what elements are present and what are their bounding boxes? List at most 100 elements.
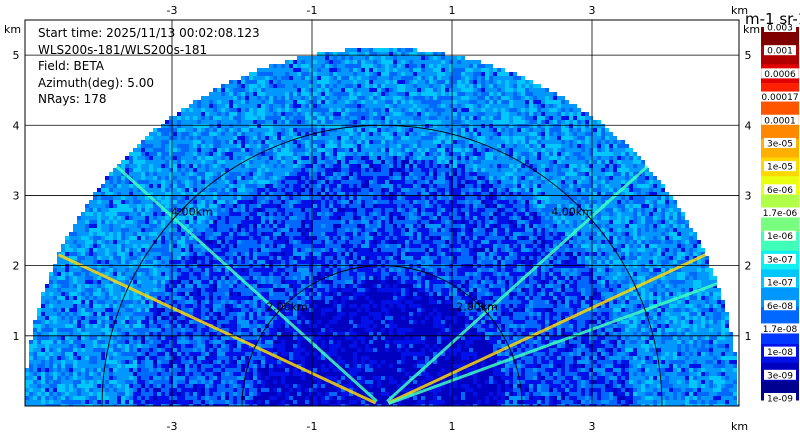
heatmap-cell xyxy=(329,224,333,228)
heatmap-cell xyxy=(377,116,381,120)
heatmap-cell xyxy=(381,176,385,180)
heatmap-cell xyxy=(273,176,277,180)
heatmap-cell xyxy=(509,164,513,168)
heatmap-cell xyxy=(401,72,405,76)
heatmap-cell xyxy=(473,72,477,76)
heatmap-cell xyxy=(261,92,265,96)
heatmap-cell xyxy=(121,216,125,220)
heatmap-cell xyxy=(157,128,161,132)
heatmap-cell xyxy=(201,192,205,196)
heatmap-cell xyxy=(337,200,341,204)
heatmap-cell xyxy=(281,72,285,76)
heatmap-cell xyxy=(425,88,429,92)
heatmap-cell xyxy=(249,216,253,220)
heatmap-cell xyxy=(449,152,453,156)
heatmap-cell xyxy=(509,196,513,200)
heatmap-cell xyxy=(601,212,605,216)
heatmap-cell xyxy=(341,100,345,104)
heatmap-cell xyxy=(429,200,433,204)
heatmap-cell xyxy=(509,204,513,208)
heatmap-cell xyxy=(253,160,257,164)
heatmap-cell xyxy=(181,200,185,204)
heatmap-cell xyxy=(469,116,473,120)
heatmap-cell xyxy=(221,108,225,112)
heatmap-cell xyxy=(253,96,257,100)
heatmap-cell xyxy=(513,144,517,148)
heatmap-cell xyxy=(297,152,301,156)
heatmap-cell xyxy=(505,180,509,184)
heatmap-cell xyxy=(133,148,137,152)
heatmap-cell xyxy=(373,176,377,180)
heatmap-cell xyxy=(545,124,549,128)
heatmap-cell xyxy=(341,124,345,128)
heatmap-cell xyxy=(197,140,201,144)
heatmap-cell xyxy=(589,148,593,152)
heatmap-cell xyxy=(373,188,377,192)
heatmap-cell xyxy=(269,220,273,224)
heatmap-cell xyxy=(313,148,317,152)
heatmap-cell xyxy=(393,132,397,136)
heatmap-cell xyxy=(429,160,433,164)
heatmap-cell xyxy=(265,184,269,188)
heatmap-cell xyxy=(277,68,281,72)
heatmap-cell xyxy=(201,156,205,160)
heatmap-cell xyxy=(661,200,665,204)
heatmap-cell xyxy=(617,208,621,212)
heatmap-cell xyxy=(617,160,621,164)
heatmap-cell xyxy=(377,132,381,136)
heatmap-cell xyxy=(221,208,225,212)
heatmap-cell xyxy=(169,188,173,192)
heatmap-cell xyxy=(385,116,389,120)
heatmap-cell xyxy=(513,112,517,116)
heatmap-cell xyxy=(561,136,565,140)
heatmap-cell xyxy=(473,224,477,228)
heatmap-cell xyxy=(461,212,465,216)
heatmap-cell xyxy=(529,112,533,116)
heatmap-cell xyxy=(109,208,113,212)
heatmap-cell xyxy=(409,56,413,60)
heatmap-cell xyxy=(501,112,505,116)
heatmap-cell xyxy=(513,72,517,76)
heatmap-cell xyxy=(489,100,493,104)
heatmap-cell xyxy=(477,224,481,228)
heatmap-cell xyxy=(385,92,389,96)
heatmap-cell xyxy=(417,80,421,84)
heatmap-cell xyxy=(189,164,193,168)
heatmap-cell xyxy=(477,176,481,180)
heatmap-cell xyxy=(329,92,333,96)
heatmap-cell xyxy=(401,60,405,64)
heatmap-cell xyxy=(181,140,185,144)
heatmap-cell xyxy=(353,208,357,212)
heatmap-cell xyxy=(249,144,253,148)
heatmap-cell xyxy=(473,172,477,176)
heatmap-cell xyxy=(297,100,301,104)
heatmap-cell xyxy=(169,164,173,168)
heatmap-cell xyxy=(285,212,289,216)
heatmap-cell xyxy=(401,104,405,108)
heatmap-cell xyxy=(145,216,149,220)
heatmap-cell xyxy=(257,100,261,104)
heatmap-cell xyxy=(153,168,157,172)
heatmap-cell xyxy=(209,148,213,152)
heatmap-cell xyxy=(269,208,273,212)
heatmap-cell xyxy=(429,164,433,168)
heatmap-cell xyxy=(221,160,225,164)
heatmap-cell xyxy=(465,196,469,200)
heatmap-cell xyxy=(305,104,309,108)
heatmap-cell xyxy=(533,92,537,96)
heatmap-cell xyxy=(85,204,89,208)
heatmap-cell xyxy=(265,160,269,164)
heatmap-cell xyxy=(377,220,381,224)
heatmap-cell xyxy=(657,188,661,192)
heatmap-cell xyxy=(309,176,313,180)
heatmap-cell xyxy=(665,216,669,220)
heatmap-cell xyxy=(277,84,281,88)
heatmap-cell xyxy=(265,156,269,160)
heatmap-cell xyxy=(489,112,493,116)
heatmap-cell xyxy=(509,208,513,212)
heatmap-cell xyxy=(409,124,413,128)
heatmap-cell xyxy=(429,132,433,136)
heatmap-cell xyxy=(201,220,205,224)
heatmap-cell xyxy=(105,176,109,180)
heatmap-cell xyxy=(249,116,253,120)
